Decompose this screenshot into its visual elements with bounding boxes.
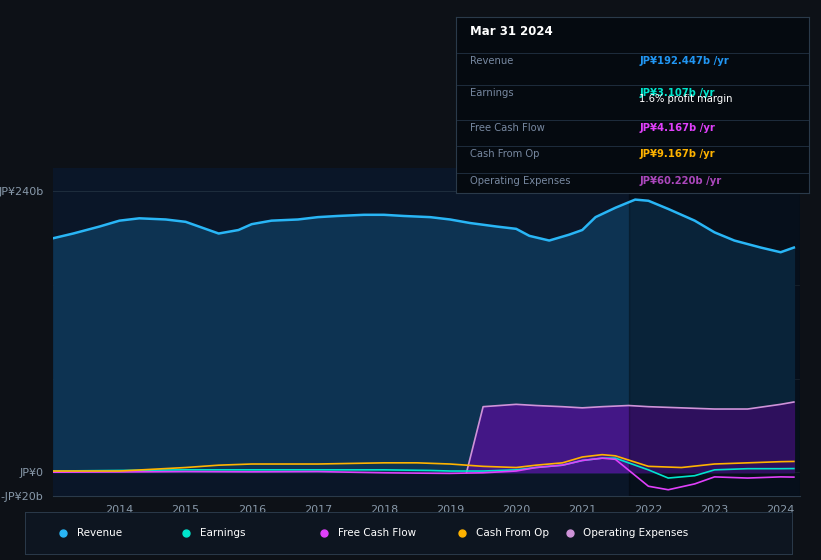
Text: Revenue: Revenue bbox=[470, 56, 513, 66]
Text: JP¥192.447b /yr: JP¥192.447b /yr bbox=[640, 56, 729, 66]
Text: Earnings: Earnings bbox=[200, 529, 245, 538]
Text: Cash From Op: Cash From Op bbox=[476, 529, 549, 538]
Text: Free Cash Flow: Free Cash Flow bbox=[337, 529, 416, 538]
Text: Mar 31 2024: Mar 31 2024 bbox=[470, 25, 553, 38]
Text: Revenue: Revenue bbox=[77, 529, 122, 538]
Text: JP¥4.167b /yr: JP¥4.167b /yr bbox=[640, 123, 715, 133]
Bar bbox=[629, 168, 800, 496]
Text: Free Cash Flow: Free Cash Flow bbox=[470, 123, 544, 133]
Text: Operating Expenses: Operating Expenses bbox=[584, 529, 689, 538]
Text: Operating Expenses: Operating Expenses bbox=[470, 176, 571, 186]
Text: Earnings: Earnings bbox=[470, 88, 513, 97]
Text: Cash From Op: Cash From Op bbox=[470, 150, 539, 160]
Text: JP¥60.220b /yr: JP¥60.220b /yr bbox=[640, 176, 722, 186]
Text: JP¥3.107b /yr: JP¥3.107b /yr bbox=[640, 88, 715, 97]
Text: 1.6% profit margin: 1.6% profit margin bbox=[640, 94, 732, 104]
Text: JP¥9.167b /yr: JP¥9.167b /yr bbox=[640, 150, 715, 160]
